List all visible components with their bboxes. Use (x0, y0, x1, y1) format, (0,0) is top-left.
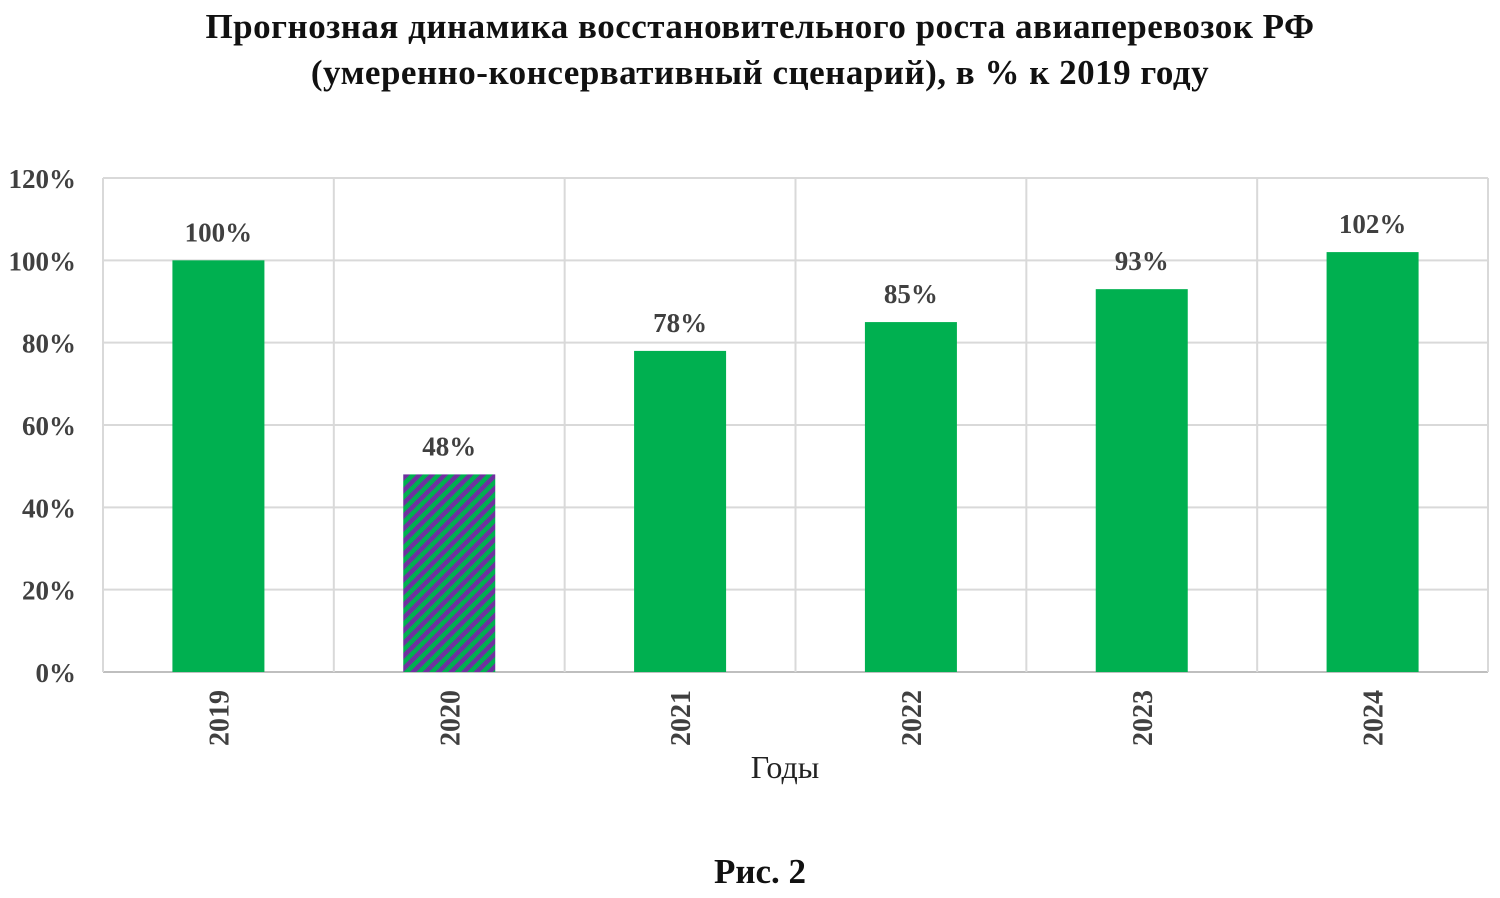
x-axis-label: Годы (751, 749, 820, 785)
data-label-2019: 100% (185, 217, 253, 247)
y-tick-label: 20% (22, 576, 76, 606)
x-tick-label-2022: 2022 (897, 690, 928, 746)
y-axis-tick-labels: 0% 20% 40% 60% 80% 100% 120% (9, 164, 77, 688)
x-tick-label-2021: 2021 (666, 690, 697, 746)
data-label-2022: 85% (884, 279, 938, 309)
chart-title: Прогнозная динамика восстановительного р… (0, 4, 1500, 96)
y-tick-label: 60% (22, 411, 76, 441)
y-tick-label: 120% (9, 164, 77, 194)
bar-2023 (1095, 289, 1188, 672)
data-label-2024: 102% (1339, 209, 1407, 239)
x-axis-tick-labels: 2019 2020 2021 2022 2023 2024 (204, 690, 1389, 746)
y-tick-label: 80% (22, 329, 76, 359)
figure-caption: Рис. 2 (713, 852, 807, 891)
y-tick-label: 40% (22, 493, 76, 523)
x-tick-label-2020: 2020 (435, 690, 466, 746)
x-tick-label-2019: 2019 (204, 690, 235, 746)
data-label-2023: 93% (1115, 246, 1169, 276)
bar-2024 (1326, 252, 1419, 672)
chart-title-line-1: Прогнозная динамика восстановительного р… (205, 7, 1315, 46)
y-tick-label: 100% (9, 246, 77, 276)
bar-2022 (864, 322, 957, 672)
bar-2019 (172, 260, 265, 672)
data-labels: 100% 48% 78% 85% 93% 102% (185, 209, 1407, 461)
bars (172, 252, 1419, 672)
bar-2021 (634, 350, 727, 672)
x-tick-label-2023: 2023 (1128, 690, 1159, 746)
chart-title-line-2: (умеренно-консервативный сценарий), в % … (310, 53, 1210, 92)
grid-lines (102, 177, 1489, 673)
y-tick-label: 0% (36, 658, 77, 688)
x-tick-label-2024: 2024 (1359, 690, 1390, 746)
data-label-2021: 78% (653, 308, 707, 338)
data-label-2020: 48% (422, 431, 476, 461)
bar-2020 (403, 474, 496, 672)
